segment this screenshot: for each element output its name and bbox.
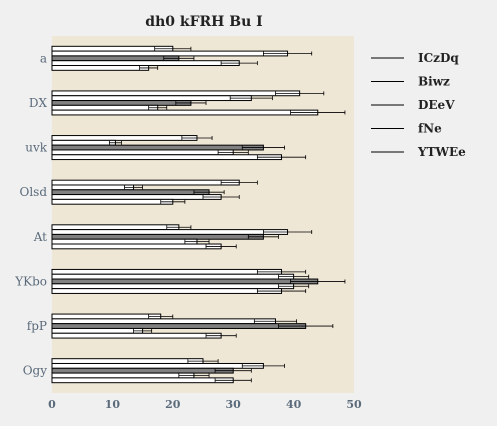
bar: [51, 179, 240, 186]
bar: [51, 323, 307, 329]
category-label: Olsd: [19, 185, 47, 199]
bar: [51, 332, 222, 339]
bar: [51, 144, 264, 151]
bar: [51, 198, 174, 205]
bar: [51, 273, 295, 280]
x-tick-label: 40: [286, 398, 302, 411]
bar: [51, 109, 319, 116]
bar: [51, 154, 283, 161]
bar: [51, 139, 116, 146]
bar: [51, 184, 135, 191]
bar: [51, 104, 159, 111]
legend-label: DEeV: [418, 98, 455, 112]
bar: [51, 278, 319, 285]
category-label: fpP: [27, 319, 47, 333]
category-label: YKbo: [14, 274, 47, 288]
bar: [51, 358, 204, 364]
bar: [51, 318, 276, 325]
legend: ICzDq Biwz DEeV fNe YTWEe: [371, 51, 466, 159]
legend-label: YTWEe: [417, 145, 466, 159]
bar: [51, 224, 180, 231]
bar: [51, 268, 283, 275]
category-label: uvk: [25, 141, 48, 155]
bar: [51, 367, 234, 374]
plot-area: [52, 36, 354, 393]
bar: [51, 362, 264, 369]
bar: [51, 327, 144, 334]
category-label: a: [40, 51, 47, 65]
bar: [51, 229, 289, 235]
bar: [51, 149, 234, 156]
bar: [51, 194, 222, 200]
bar: [51, 189, 210, 196]
x-axis-ticks: 0 10 20 30 40 50: [48, 398, 362, 411]
bar: [51, 50, 289, 57]
bar: [51, 377, 234, 384]
category-label: At: [33, 230, 47, 244]
legend-label: ICzDq: [418, 51, 459, 65]
bar: [51, 60, 240, 67]
x-tick-label: 10: [105, 398, 121, 411]
legend-label: Biwz: [418, 75, 450, 89]
bar: [51, 283, 295, 290]
bar: [51, 372, 195, 379]
category-label: DX: [29, 96, 48, 110]
bar: [51, 100, 192, 106]
legend-label: fNe: [418, 122, 442, 136]
x-tick-label: 50: [346, 398, 362, 411]
bar: [51, 233, 264, 240]
bar: [51, 288, 283, 294]
category-labels: a DX uvk Olsd At YKbo fpP Ogy: [14, 51, 48, 377]
bar: [51, 243, 222, 250]
chart-title: dh0 kFRH Bu I: [145, 14, 262, 30]
bar: [51, 238, 198, 245]
bar: [51, 313, 162, 320]
bar: [51, 65, 150, 71]
category-label: Ogy: [23, 364, 48, 378]
bars-layer: [51, 45, 346, 384]
x-tick-label: 0: [48, 398, 56, 411]
bar: [51, 95, 252, 102]
bar: [51, 55, 180, 62]
x-tick-label: 30: [226, 398, 242, 411]
bar: [51, 90, 301, 97]
bar: [51, 135, 198, 141]
x-tick-label: 20: [165, 398, 181, 411]
